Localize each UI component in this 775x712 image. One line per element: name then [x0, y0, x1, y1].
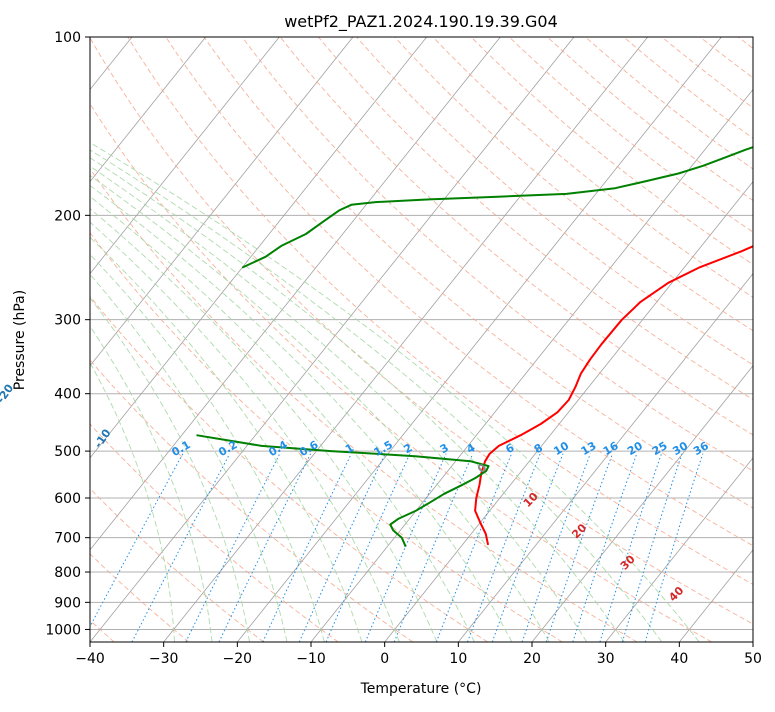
- x-tick-label: 10: [449, 651, 467, 667]
- x-tick-label: −30: [149, 651, 179, 667]
- x-tick-label: 40: [670, 651, 688, 667]
- x-tick-label: −10: [296, 651, 326, 667]
- y-tick-label: 700: [54, 531, 81, 547]
- y-tick-label: 200: [54, 208, 81, 224]
- y-tick-label: 800: [54, 565, 81, 581]
- x-tick-label: −40: [75, 651, 105, 667]
- x-tick-label: 0: [380, 651, 389, 667]
- x-axis-label: Temperature (°C): [360, 681, 482, 697]
- chart-title: wetPf2_PAZ1.2024.190.19.39.G04: [284, 12, 558, 32]
- y-tick-label: 1000: [45, 622, 81, 638]
- x-tick-label: 20: [523, 651, 541, 667]
- y-tick-label: 600: [54, 491, 81, 507]
- x-tick-label: −20: [223, 651, 253, 667]
- y-tick-label: 900: [54, 595, 81, 611]
- y-tick-label: 500: [54, 444, 81, 460]
- y-tick-label: 300: [54, 313, 81, 329]
- x-tick-label: 50: [744, 651, 762, 667]
- y-tick-label: 100: [54, 30, 81, 46]
- y-axis-label: Pressure (hPa): [12, 290, 28, 390]
- x-tick-label: 30: [597, 651, 615, 667]
- y-tick-label: 400: [54, 387, 81, 403]
